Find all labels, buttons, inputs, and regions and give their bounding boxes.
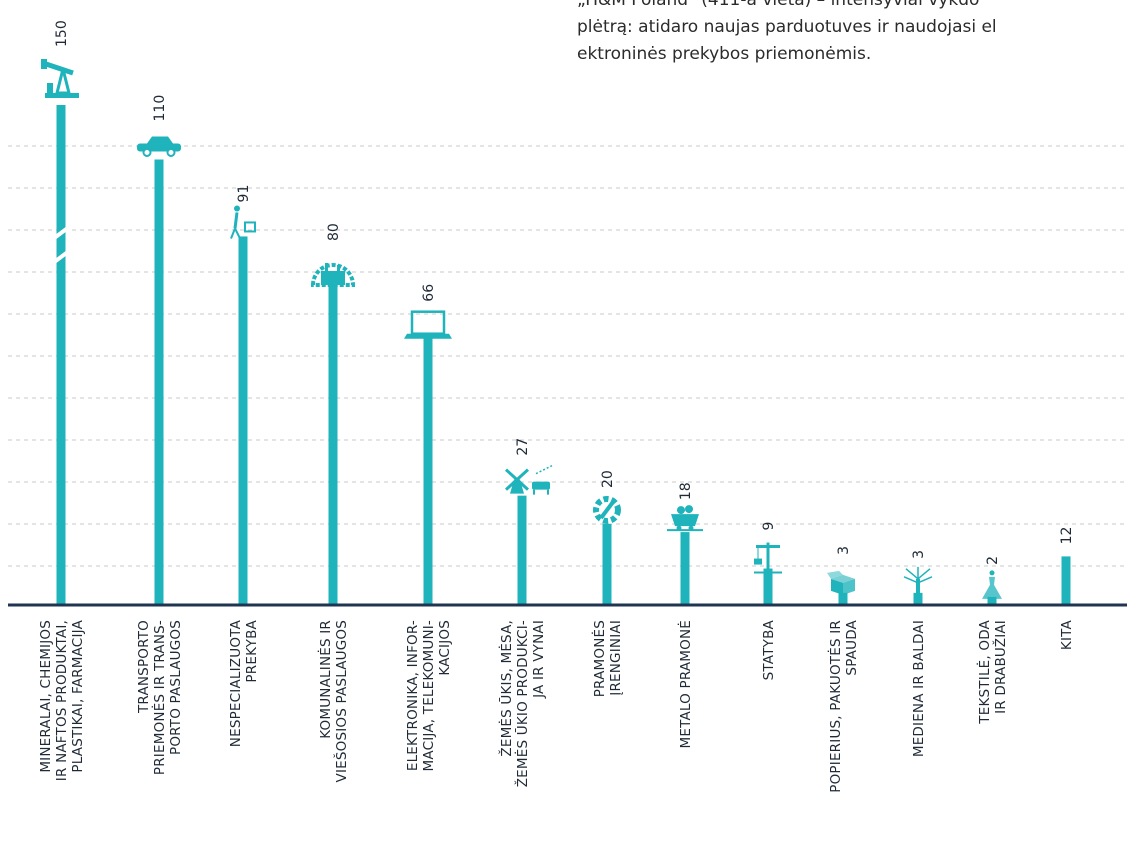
category-label: IR NAFTOS PRODUKTAI, <box>54 620 70 781</box>
bars <box>51 105 1071 605</box>
bar <box>328 281 338 605</box>
category-label: IR DRABUŽIAI <box>991 620 1009 714</box>
bar <box>1061 556 1071 605</box>
value-label: 66 <box>421 284 437 302</box>
axis-break-mark <box>51 249 71 265</box>
intro-line-3: ektroninės prekybos priemonėmis. <box>577 44 872 64</box>
category-label: PREKYBA <box>244 619 260 682</box>
wrench-gear-icon <box>593 496 621 524</box>
value-label: 110 <box>152 95 168 122</box>
category-label: KITA <box>1059 619 1075 650</box>
value-label: 27 <box>515 438 531 456</box>
category-label: ĮRENGINIAI <box>608 620 624 696</box>
bar <box>517 495 527 605</box>
value-label: 18 <box>678 482 694 500</box>
category-label: SPAUDA <box>844 619 860 675</box>
factory-gear-icon <box>310 263 356 287</box>
category-label: ELEKTRONIKA, INFOR- <box>405 620 421 771</box>
intro-line-2: plėtrą: atidaro naujas parduotuves ir na… <box>577 17 997 37</box>
category-label: PORTO PASLAUGOS <box>168 620 184 755</box>
intro-text: „H&M Poland" (411-a vieta) – intensyviai… <box>577 0 1127 68</box>
category-labels: MINERALAI, CHEMIJOS IR NAFTOS PRODUKTAI, P… <box>38 619 1075 792</box>
category-label: POPIERIUS, PAKUOTĖS IR <box>826 620 844 793</box>
bar <box>913 592 923 605</box>
bar <box>838 592 848 605</box>
bar <box>56 105 66 605</box>
box-icon <box>827 570 855 595</box>
tree-icon <box>903 566 933 595</box>
bar <box>602 524 612 605</box>
bar <box>680 532 690 605</box>
value-label: 3 <box>911 550 927 559</box>
mine-cart-icon <box>667 505 703 532</box>
category-label: METALO PRAMONĖ <box>676 620 694 748</box>
category-label: JA IR VYNAI <box>531 620 547 699</box>
bar <box>154 159 164 605</box>
bar <box>987 596 997 605</box>
value-label: 3 <box>836 546 852 555</box>
shopping-cart-icon <box>230 205 256 239</box>
value-label: 150 <box>54 20 70 47</box>
category-label: KOMUNALINĖS IR <box>316 620 334 739</box>
value-label: 20 <box>600 470 616 488</box>
value-label: 12 <box>1059 527 1075 545</box>
category-label: STATYBA <box>761 619 777 680</box>
value-label: 9 <box>761 522 777 531</box>
crane-icon <box>754 542 782 574</box>
dress-icon <box>982 570 1002 599</box>
windmill-cow-icon <box>504 464 553 495</box>
category-icons <box>41 59 1002 599</box>
bar <box>763 568 773 605</box>
category-label: PRIEMONĖS IR TRANS- <box>150 620 168 775</box>
intro-line-1: „H&M Poland" (411-a vieta) – intensyviai… <box>577 0 980 10</box>
category-label: ŽEMĖS ŪKIS, MĖSA, <box>497 620 515 757</box>
category-label: PRAMONĖS <box>590 620 608 697</box>
laptop-icon <box>404 310 452 339</box>
value-label: 2 <box>985 556 1001 565</box>
category-label: KACIJOS <box>437 620 453 676</box>
category-label: TRANSPORTO <box>136 620 152 714</box>
category-label: MACIJA, TELEKOMUNI- <box>421 620 437 771</box>
category-label: TEKSTILĖ, ODA <box>975 619 993 724</box>
category-label: ŽEMĖS ŪKIO PRODUKCI- <box>513 620 531 787</box>
value-labels: 150 110 91 80 66 27 20 18 9 3 3 2 12 <box>54 20 1075 565</box>
value-label: 91 <box>236 185 252 203</box>
category-label: MEDIENA IR BALDAI <box>911 620 927 757</box>
oil-pump-icon <box>41 59 79 98</box>
category-label: PLASTIKAI, FARMACIJA <box>70 619 86 772</box>
gridlines <box>8 145 1127 567</box>
category-label: VIEŠOSIOS PASLAUGOS <box>332 620 350 782</box>
bar <box>238 236 248 605</box>
category-label: MINERALAI, CHEMIJOS <box>38 620 54 773</box>
axis-break-mark <box>51 225 71 241</box>
bar <box>423 337 433 605</box>
category-label: NESPECIALIZUOTA <box>228 619 244 747</box>
value-label: 80 <box>326 223 342 241</box>
car-icon <box>137 136 181 157</box>
